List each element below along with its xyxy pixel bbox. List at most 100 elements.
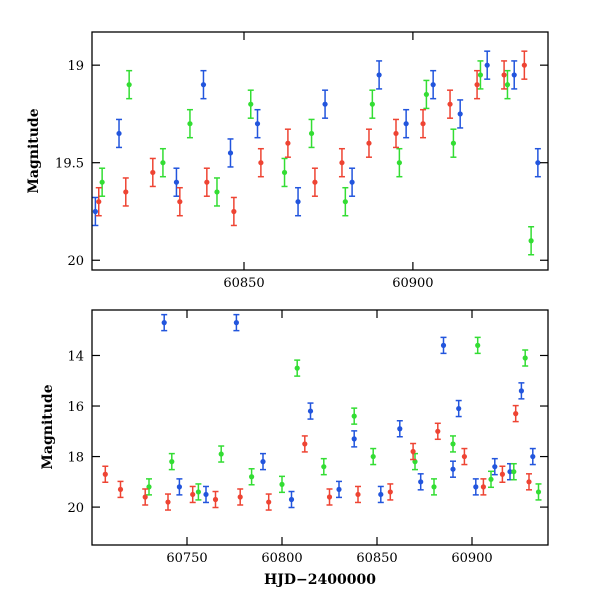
bottom-x-axis-title: HJD−2400000 [264, 572, 376, 588]
data-point [491, 457, 498, 476]
data-point [529, 447, 536, 466]
data-point [417, 473, 424, 491]
top-axis-ticks: 60850 60900 19 19.5 20 [55, 32, 548, 291]
data-point [351, 407, 358, 425]
data-point [320, 457, 327, 476]
data-point [146, 478, 152, 496]
data-point [237, 488, 244, 506]
data-point [254, 108, 261, 139]
data-point [95, 186, 102, 217]
data-point [213, 177, 220, 207]
data-point [457, 99, 464, 129]
data-point [420, 108, 427, 139]
data-point [165, 493, 171, 511]
data-point [281, 157, 288, 188]
data-point [512, 404, 519, 423]
data-point [279, 475, 285, 494]
data-point [477, 60, 484, 90]
data-point [387, 483, 394, 501]
data-point [396, 147, 403, 178]
data-point [518, 382, 525, 400]
x-tick-label: 60800 [261, 551, 302, 566]
data-point [434, 422, 441, 441]
data-point [430, 69, 437, 100]
data-point [322, 89, 329, 119]
y-tick-label: 18 [67, 451, 84, 466]
data-point [396, 420, 403, 438]
data-point [450, 460, 456, 478]
data-point [369, 89, 376, 119]
data-point [295, 186, 302, 217]
data-point [423, 79, 430, 110]
data-point [247, 89, 254, 119]
data-point [488, 470, 494, 489]
data-point [526, 473, 532, 491]
data-point [336, 480, 342, 499]
data-point [189, 485, 196, 504]
bottom-y-axis-title: Magnitude [40, 384, 56, 469]
data-point [365, 128, 372, 158]
data-point [511, 60, 518, 90]
data-point [92, 196, 99, 227]
data-point [142, 488, 149, 506]
data-point [480, 478, 487, 496]
x-tick-label: 60900 [451, 551, 492, 566]
data-point [248, 468, 255, 486]
data-point [168, 452, 175, 471]
data-point [338, 147, 345, 178]
data-point [161, 313, 168, 332]
data-point [450, 435, 456, 453]
data-point [504, 69, 511, 100]
x-tick-label: 60850 [356, 551, 397, 566]
data-point [474, 336, 481, 355]
data-point [257, 147, 264, 178]
data-point [349, 167, 356, 197]
data-point [301, 435, 308, 453]
data-point [499, 465, 506, 483]
data-point [126, 69, 133, 100]
data-point [294, 359, 301, 377]
data-point [308, 118, 315, 149]
y-tick-label: 19 [67, 59, 84, 74]
data-point [117, 480, 124, 499]
data-point [265, 493, 272, 511]
data-point [99, 167, 106, 197]
top-plot-frame [91, 31, 549, 271]
data-point [431, 478, 437, 496]
data-point [307, 402, 314, 420]
data-point [176, 478, 183, 496]
data-point [377, 485, 384, 504]
data-point [393, 118, 399, 149]
y-tick-label: 20 [67, 254, 84, 269]
data-point [484, 50, 491, 80]
top-data-points [92, 50, 541, 256]
data-point [534, 147, 541, 178]
data-point [284, 128, 291, 158]
data-point [461, 447, 468, 466]
bottom-panel: 60750 60800 60850 60900 14 16 18 20 Magnitude H… [40, 309, 549, 588]
x-tick-label: 60850 [223, 276, 264, 291]
data-point [203, 167, 210, 197]
data-point [440, 336, 447, 355]
data-point [218, 445, 225, 463]
data-point [376, 60, 383, 90]
data-point [528, 225, 535, 256]
y-tick-label: 19.5 [55, 157, 84, 172]
data-point [102, 465, 109, 483]
data-point [521, 50, 528, 80]
data-point [370, 447, 377, 466]
data-point [212, 490, 219, 509]
top-y-axis-title: Magnitude [26, 108, 42, 193]
y-tick-label: 16 [67, 400, 84, 415]
data-point [288, 490, 295, 509]
y-tick-label: 20 [67, 501, 84, 516]
data-point [522, 349, 529, 367]
data-point [403, 108, 410, 139]
x-tick-label: 60750 [166, 551, 207, 566]
data-point [186, 108, 193, 139]
data-point [410, 442, 417, 461]
data-point [355, 485, 361, 504]
bottom-axis-ticks: 60750 60800 60850 60900 14 16 18 20 [67, 310, 548, 566]
data-point [176, 186, 183, 217]
